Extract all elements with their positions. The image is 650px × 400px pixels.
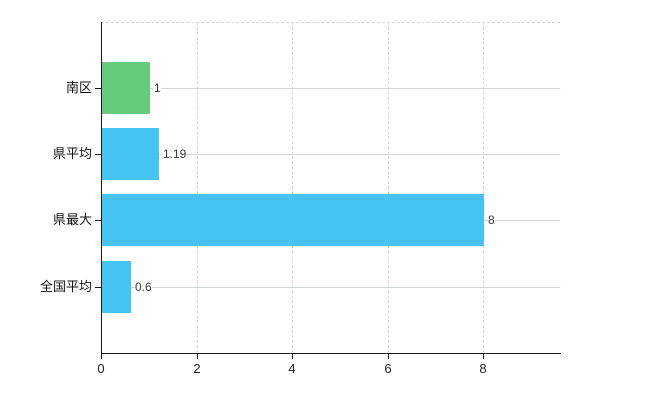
- x-tick-label: 8: [479, 361, 487, 376]
- y-tick: [95, 154, 101, 155]
- x-axis-line: [101, 353, 561, 354]
- y-gridline: [101, 287, 560, 288]
- x-tick: [483, 353, 484, 359]
- bar: [102, 62, 150, 114]
- y-gridline: [101, 88, 560, 89]
- bar: [102, 128, 159, 180]
- category-label: 県最大: [52, 212, 92, 227]
- x-gridline: [292, 22, 293, 353]
- x-gridline: [197, 22, 198, 353]
- bar-value-label: 0.6: [135, 279, 152, 295]
- x-tick: [197, 353, 198, 359]
- bar: [102, 261, 131, 313]
- y-tick: [95, 287, 101, 288]
- y-axis-line: [101, 22, 102, 353]
- x-tick: [292, 353, 293, 359]
- x-tick: [101, 353, 102, 359]
- x-tick-label: 0: [97, 361, 105, 376]
- x-gridline: [483, 22, 484, 353]
- plot-top-gridline: [101, 22, 560, 23]
- y-tick: [95, 220, 101, 221]
- x-tick: [388, 353, 389, 359]
- x-gridline: [388, 22, 389, 353]
- x-tick-label: 6: [384, 361, 392, 376]
- x-tick-label: 4: [288, 361, 296, 376]
- bar-value-label: 1.19: [163, 146, 187, 162]
- bar-value-label: 8: [488, 212, 495, 228]
- bar-value-label: 1: [154, 80, 161, 96]
- category-label: 全国平均: [39, 279, 92, 294]
- y-tick: [95, 88, 101, 89]
- x-tick-label: 2: [193, 361, 201, 376]
- category-label: 県平均: [52, 146, 92, 161]
- category-label: 南区: [65, 80, 92, 95]
- bar: [102, 194, 484, 246]
- y-gridline: [101, 154, 560, 155]
